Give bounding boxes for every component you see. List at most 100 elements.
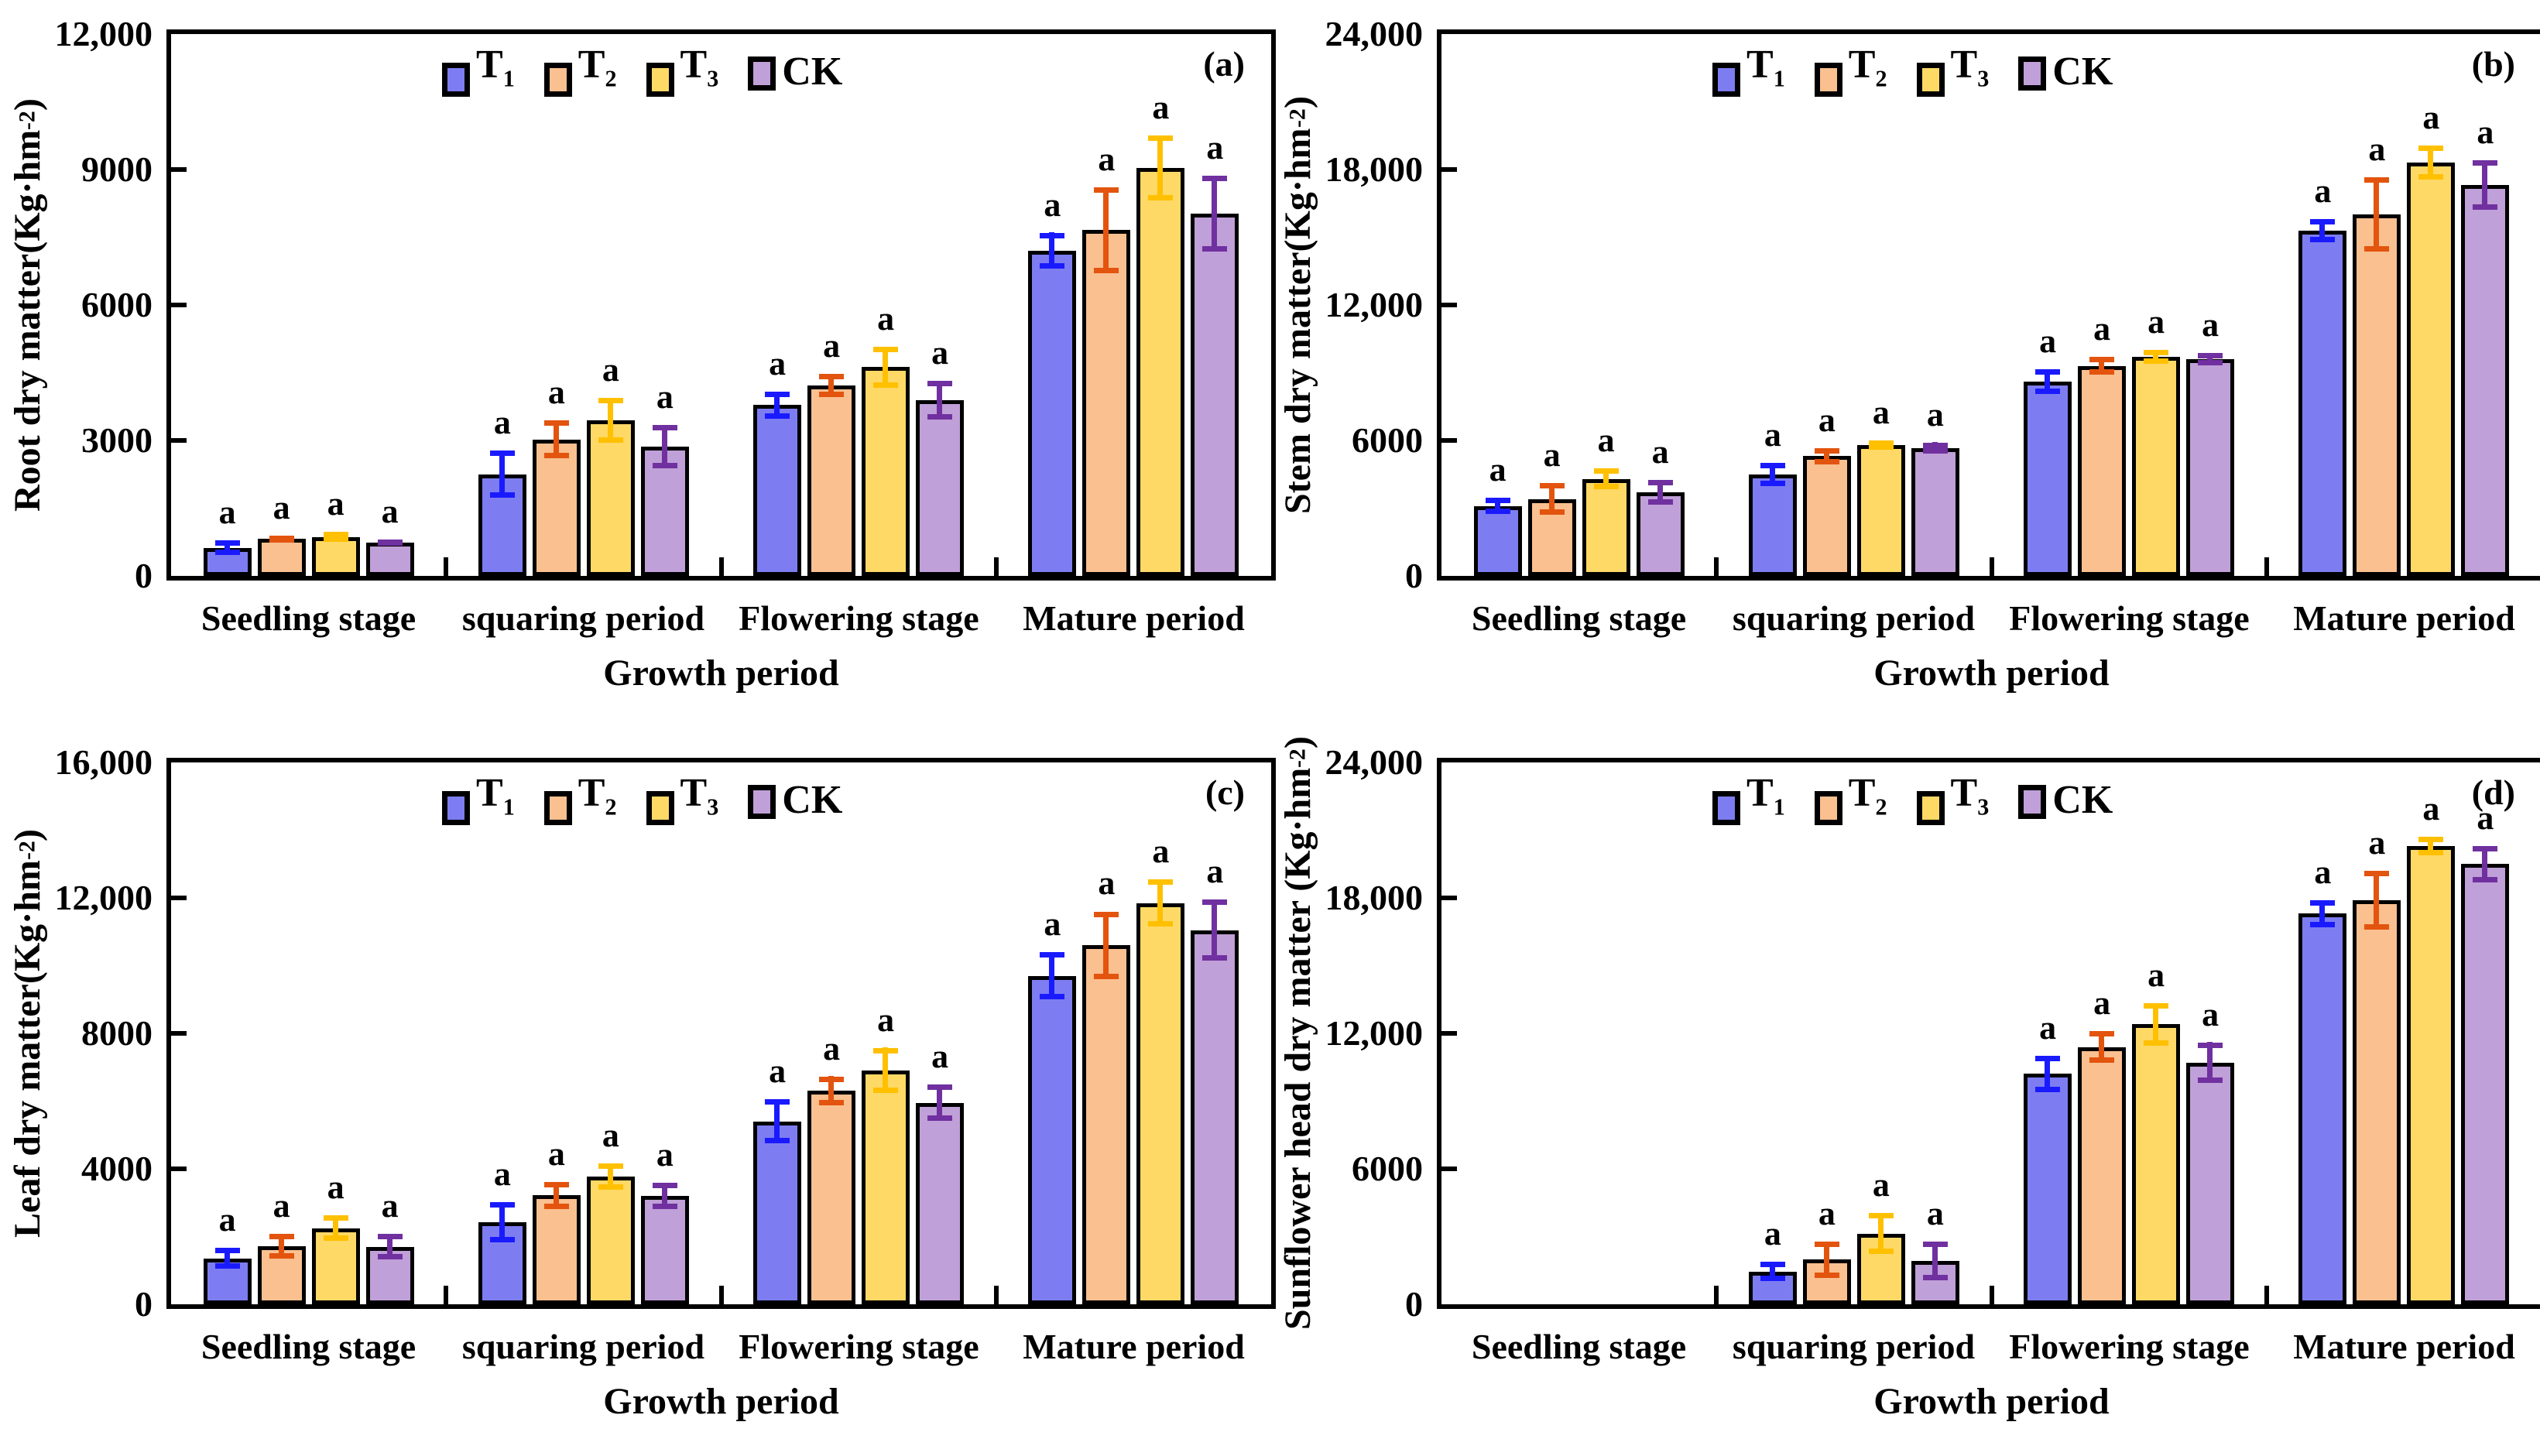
x-tick-label-3: Flowering stage [739, 598, 979, 638]
legend-item-T1: T1 [442, 773, 515, 826]
bar-slot-T2: a [257, 34, 306, 576]
bar-T2-2 [1802, 456, 1851, 576]
y-tick-label: 9000 [81, 149, 153, 189]
error-cap-bottom [214, 1263, 240, 1269]
sig-label: a [327, 1168, 344, 1206]
bar-slot-T3: a [1136, 34, 1185, 576]
error-cap-top [214, 540, 240, 546]
error-bar-T2 [278, 1234, 284, 1259]
sig-label: a [1206, 128, 1224, 166]
bar-slot-T2: a [2078, 762, 2127, 1304]
error-cap-top [2418, 837, 2444, 842]
sig-label: a [2148, 303, 2165, 341]
error-cap-bottom [1040, 263, 1065, 269]
error-cap-bottom [2144, 1040, 2169, 1046]
error-cap-top [765, 392, 790, 397]
error-bar-T2 [1103, 912, 1109, 979]
y-tick-label: 24,000 [1325, 742, 1424, 782]
bar-T1-4 [2298, 231, 2347, 576]
legend-label-T2: T2 [1848, 771, 1887, 820]
bar-T2-3 [807, 1091, 856, 1304]
bar-slot-T3: a [1856, 34, 1905, 576]
sig-label: a [2368, 824, 2386, 862]
bar-slot-T3: a [2132, 762, 2181, 1304]
legend-swatch-T2 [1814, 63, 1842, 98]
error-bar-T1 [2045, 369, 2051, 394]
error-cap-top [1094, 912, 1119, 917]
error-bar-T1 [774, 1099, 780, 1143]
error-cap-top [2473, 160, 2498, 166]
sig-label: a [2093, 984, 2111, 1022]
sig-label: a [656, 378, 674, 416]
legend-swatch-T1 [1712, 791, 1740, 826]
error-cap-top [1040, 952, 1065, 958]
legend-item-CK: CK [2018, 779, 2113, 820]
error-cap-bottom [1040, 994, 1065, 999]
legend-swatch-T1 [442, 63, 470, 98]
bar-slot-T2: a [532, 762, 581, 1304]
plot-inner: T1 T2 T3 CK (b) a a a a a a a a a a a a a a a a [1441, 34, 2540, 576]
error-cap-top [2310, 900, 2336, 906]
error-cap-bottom [1922, 1275, 1948, 1280]
bar-T3-1 [311, 537, 360, 576]
error-cap-bottom [927, 414, 953, 420]
error-cap-bottom [765, 413, 790, 419]
error-cap-top [2364, 871, 2390, 876]
x-tick-label-1: Seedling stage [201, 598, 416, 638]
error-cap-bottom [2418, 850, 2444, 855]
x-tick-label-1: Seedling stage [1471, 598, 1687, 638]
bar-slot-T2: a [2078, 34, 2127, 576]
legend: T1 T2 T3 CK [1712, 771, 2113, 826]
sig-label: a [656, 1136, 674, 1173]
error-bar-T3 [332, 1216, 338, 1241]
error-bar-T2 [1548, 483, 1555, 515]
error-cap-top [819, 374, 845, 379]
bar-CK-4 [2461, 864, 2510, 1304]
x-tick-label-2: squaring period [461, 598, 705, 638]
bar-CK-3 [2186, 359, 2235, 576]
sig-label: a [1818, 1194, 1836, 1232]
error-cap-bottom [598, 1184, 623, 1190]
legend-item-T2: T2 [1814, 44, 1887, 98]
bar-slot-CK: a [640, 762, 689, 1304]
error-cap-bottom [2310, 922, 2336, 927]
error-cap-top [1593, 468, 1619, 474]
sig-label: a [823, 327, 841, 365]
error-bar-T1 [2045, 1056, 2051, 1092]
x-tick-mark [2264, 1286, 2269, 1304]
error-cap-bottom [1593, 484, 1619, 489]
error-cap-bottom [1814, 459, 1839, 464]
error-cap-top [652, 1183, 677, 1188]
y-tick-mark [171, 1167, 187, 1171]
error-bar-T2 [2374, 871, 2380, 930]
error-cap-bottom [1148, 921, 1174, 927]
sig-label: a [2422, 790, 2440, 827]
bar-T3-4 [2407, 163, 2456, 576]
bar-slot-CK: a [1636, 34, 1685, 576]
sig-label: a [2314, 172, 2332, 210]
panel-b: Stem dry matter(Kg·hm -2) 24,000 18,000 12,0… [1270, 0, 2540, 728]
legend-item-T3: T3 [1916, 773, 1989, 826]
sig-label: a [2477, 799, 2494, 837]
legend: T1 T2 T3 CK [442, 773, 842, 826]
error-cap-top [1868, 440, 1894, 446]
sig-label: a [273, 488, 290, 526]
bar-T2-4 [1082, 230, 1131, 576]
legend-label-T3: T3 [680, 43, 719, 92]
error-cap-top [765, 1099, 790, 1105]
bar-slot-T3: a [586, 762, 635, 1304]
sig-label: a [2368, 130, 2386, 168]
legend-swatch-T2 [543, 63, 572, 98]
legend-item-T2: T2 [543, 44, 617, 98]
bar-slot-T1: a [478, 762, 526, 1304]
bar-slot-T1: a [2298, 762, 2347, 1304]
error-bar-T2 [1823, 449, 1829, 464]
legend-swatch-CK [2018, 56, 2047, 91]
error-cap-bottom [2035, 1087, 2061, 1092]
sig-label: a [493, 403, 511, 441]
bar-T3-2 [586, 1177, 635, 1304]
error-cap-bottom [1760, 481, 1785, 486]
bar-T3-2 [586, 420, 635, 576]
y-tick-mark [1441, 1167, 1457, 1171]
